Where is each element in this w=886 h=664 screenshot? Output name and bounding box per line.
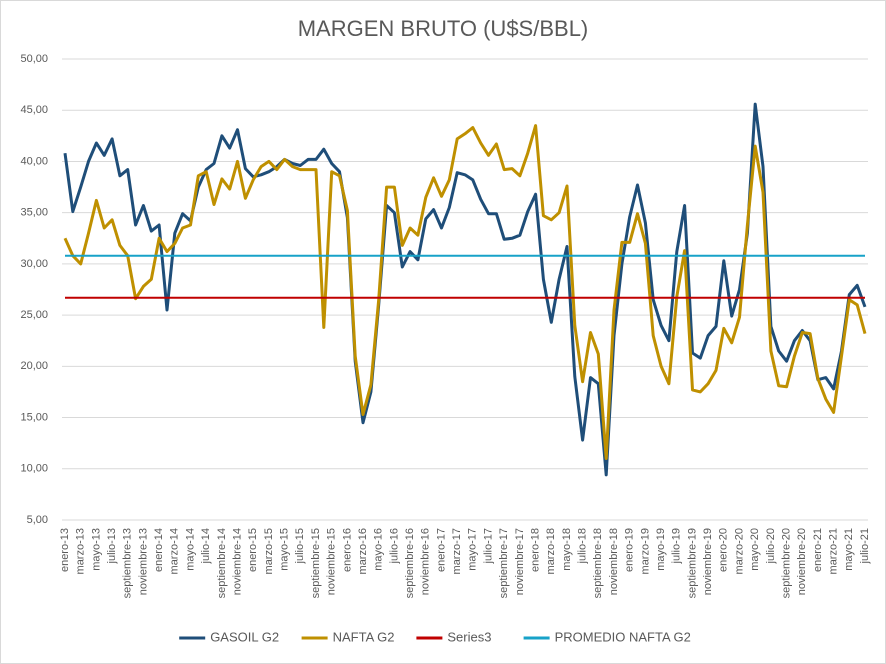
x-tick-label: enero-21 <box>812 528 824 572</box>
chart-title: MARGEN BRUTO (U$S/BBL) <box>298 16 589 41</box>
x-tick-label: septiembre-16 <box>404 528 416 598</box>
x-tick-label: julio-13 <box>106 528 118 564</box>
x-tick-label: noviembre-14 <box>231 528 243 595</box>
x-tick-label: noviembre-20 <box>796 528 808 595</box>
x-tick-label: enero-19 <box>624 528 636 572</box>
line-series <box>63 124 867 460</box>
x-tick-label: marzo-14 <box>169 528 181 574</box>
x-tick-label: mayo-20 <box>749 528 761 571</box>
y-tick-label: 35,00 <box>20 207 48 219</box>
x-tick-label: marzo-18 <box>545 528 557 574</box>
x-tick-label: mayo-15 <box>279 528 291 571</box>
x-tick-label: mayo-13 <box>90 528 102 571</box>
x-tick-label: septiembre-13 <box>122 528 134 598</box>
x-tick-label: julio-21 <box>859 528 871 564</box>
legend-label: Series3 <box>447 629 491 644</box>
x-tick-label: mayo-17 <box>467 528 479 571</box>
x-tick-label: mayo-14 <box>184 528 196 571</box>
x-tick-label: marzo-17 <box>451 528 463 574</box>
x-tick-label: mayo-21 <box>843 528 855 571</box>
y-tick-label: 25,00 <box>20 309 48 321</box>
x-tick-label: enero-17 <box>435 528 447 572</box>
x-tick-label: marzo-16 <box>357 528 369 574</box>
legend-label: PROMEDIO NAFTA G2 <box>555 629 691 644</box>
y-tick-label: 45,00 <box>20 104 48 116</box>
x-tick-label: mayo-16 <box>373 528 385 571</box>
x-tick-label: julio-14 <box>200 528 212 564</box>
x-tick-label: septiembre-20 <box>780 528 792 598</box>
x-tick-label: septiembre-19 <box>686 528 698 598</box>
y-tick-label: 20,00 <box>20 360 48 372</box>
y-tick-label: 15,00 <box>20 411 48 423</box>
x-tick-label: julio-20 <box>765 528 777 564</box>
x-tick-label: enero-13 <box>59 528 71 572</box>
x-tick-label: enero-14 <box>153 528 165 572</box>
x-tick-label: septiembre-17 <box>498 528 510 598</box>
x-tick-label: julio-16 <box>388 528 400 564</box>
x-tick-label: noviembre-18 <box>608 528 620 595</box>
x-tick-label: julio-19 <box>671 528 683 564</box>
x-tick-label: marzo-13 <box>75 528 87 574</box>
y-tick-label: 50,00 <box>20 53 48 65</box>
x-tick-label: septiembre-14 <box>216 528 228 598</box>
x-tick-label: julio-17 <box>482 528 494 564</box>
x-tick-label: noviembre-19 <box>702 528 714 595</box>
y-tick-label: 40,00 <box>20 155 48 167</box>
x-tick-label: noviembre-15 <box>326 528 338 595</box>
x-tick-label: marzo-19 <box>639 528 651 574</box>
x-tick-label: julio-15 <box>294 528 306 564</box>
x-tick-label: mayo-19 <box>655 528 667 571</box>
x-tick-label: julio-18 <box>577 528 589 564</box>
x-tick-label: noviembre-17 <box>514 528 526 595</box>
x-tick-label: noviembre-16 <box>420 528 432 595</box>
x-tick-label: enero-20 <box>718 528 730 572</box>
x-tick-label: marzo-15 <box>263 528 275 574</box>
x-tick-label: mayo-18 <box>561 528 573 571</box>
y-tick-label: 30,00 <box>20 258 48 270</box>
legend-label: NAFTA G2 <box>333 629 395 644</box>
x-tick-label: noviembre-13 <box>137 528 149 595</box>
legend-label: GASOIL G2 <box>210 629 279 644</box>
x-tick-label: enero-16 <box>341 528 353 572</box>
y-tick-label: 5,00 <box>27 514 48 526</box>
x-tick-label: enero-18 <box>529 528 541 572</box>
x-tick-label: septiembre-18 <box>592 528 604 598</box>
y-tick-label: 10,00 <box>20 463 48 475</box>
x-tick-label: septiembre-15 <box>310 528 322 598</box>
x-tick-label: marzo-21 <box>828 528 840 574</box>
x-tick-label: enero-15 <box>247 528 259 572</box>
line-series <box>63 102 867 477</box>
x-tick-label: marzo-20 <box>733 528 745 574</box>
